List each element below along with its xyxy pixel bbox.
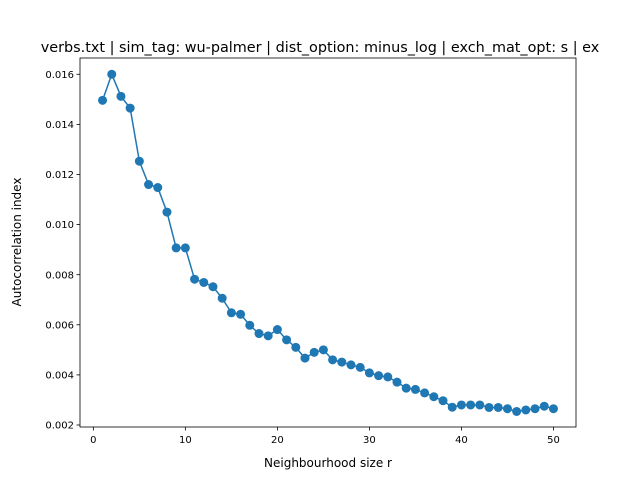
x-tick-label: 20	[271, 435, 284, 446]
y-tick-label: 0.006	[45, 320, 74, 331]
chart-title: verbs.txt | sim_tag: wu-palmer | dist_op…	[41, 40, 600, 56]
data-point	[116, 91, 126, 101]
y-tick-label: 0.010	[45, 220, 74, 231]
data-point	[530, 404, 540, 414]
y-tick-label: 0.008	[45, 270, 74, 281]
data-point	[245, 320, 255, 330]
data-point	[364, 368, 374, 378]
data-point	[502, 404, 512, 414]
data-point	[282, 335, 292, 345]
data-point	[420, 388, 430, 398]
data-point	[401, 383, 411, 393]
axes-frame	[79, 57, 577, 428]
data-point	[447, 402, 457, 412]
data-point	[438, 396, 448, 406]
data-point	[383, 372, 393, 382]
data-point	[180, 243, 190, 253]
data-point	[272, 325, 282, 335]
x-tick-label: 0	[90, 435, 96, 446]
y-tick-label: 0.002	[45, 421, 74, 432]
data-point	[208, 282, 218, 292]
y-axis-label: Autocorrelation index	[10, 178, 24, 307]
data-point	[162, 207, 172, 217]
data-point	[475, 400, 485, 410]
data-point	[199, 277, 209, 287]
data-point	[318, 345, 328, 355]
data-point	[291, 342, 301, 352]
x-tick-label: 40	[455, 435, 468, 446]
plot-area: 0 10 20 30 40 50 0.002 0.004 0.006 0.008 0.010 0.01…	[45, 57, 577, 446]
data-point	[346, 360, 356, 370]
data-point	[171, 243, 181, 253]
y-tick-label: 0.014	[45, 120, 74, 131]
data-point	[236, 309, 246, 319]
data-point	[466, 400, 476, 410]
data-point	[217, 293, 227, 303]
x-tick-label: 50	[547, 435, 560, 446]
data-point	[521, 405, 531, 415]
data-point	[355, 362, 365, 372]
data-point	[512, 406, 522, 416]
data-point	[539, 401, 549, 411]
data-point	[392, 377, 402, 387]
data-point	[484, 402, 494, 412]
data-point	[134, 156, 144, 166]
data-point	[125, 103, 135, 113]
data-point	[309, 347, 319, 357]
x-axis-label: Neighbourhood size r	[264, 456, 392, 470]
data-point	[410, 384, 420, 394]
x-tick-label: 10	[179, 435, 192, 446]
data-point	[300, 353, 310, 363]
data-point	[254, 329, 264, 339]
data-point	[226, 308, 236, 318]
data-point	[337, 357, 347, 367]
data-point	[144, 180, 154, 190]
data-point	[548, 404, 558, 414]
data-point	[98, 95, 108, 105]
data-point	[107, 69, 117, 79]
data-point	[429, 392, 439, 402]
data-point	[456, 400, 466, 410]
data-point	[493, 402, 503, 412]
data-point	[153, 183, 163, 193]
data-point	[190, 274, 200, 284]
data-point	[374, 371, 384, 381]
y-tick-label: 0.016	[45, 70, 74, 81]
y-tick-label: 0.012	[45, 170, 74, 181]
x-tick-label: 30	[363, 435, 376, 446]
y-tick-label: 0.004	[45, 370, 74, 381]
data-point	[263, 331, 273, 341]
data-point	[328, 355, 338, 365]
